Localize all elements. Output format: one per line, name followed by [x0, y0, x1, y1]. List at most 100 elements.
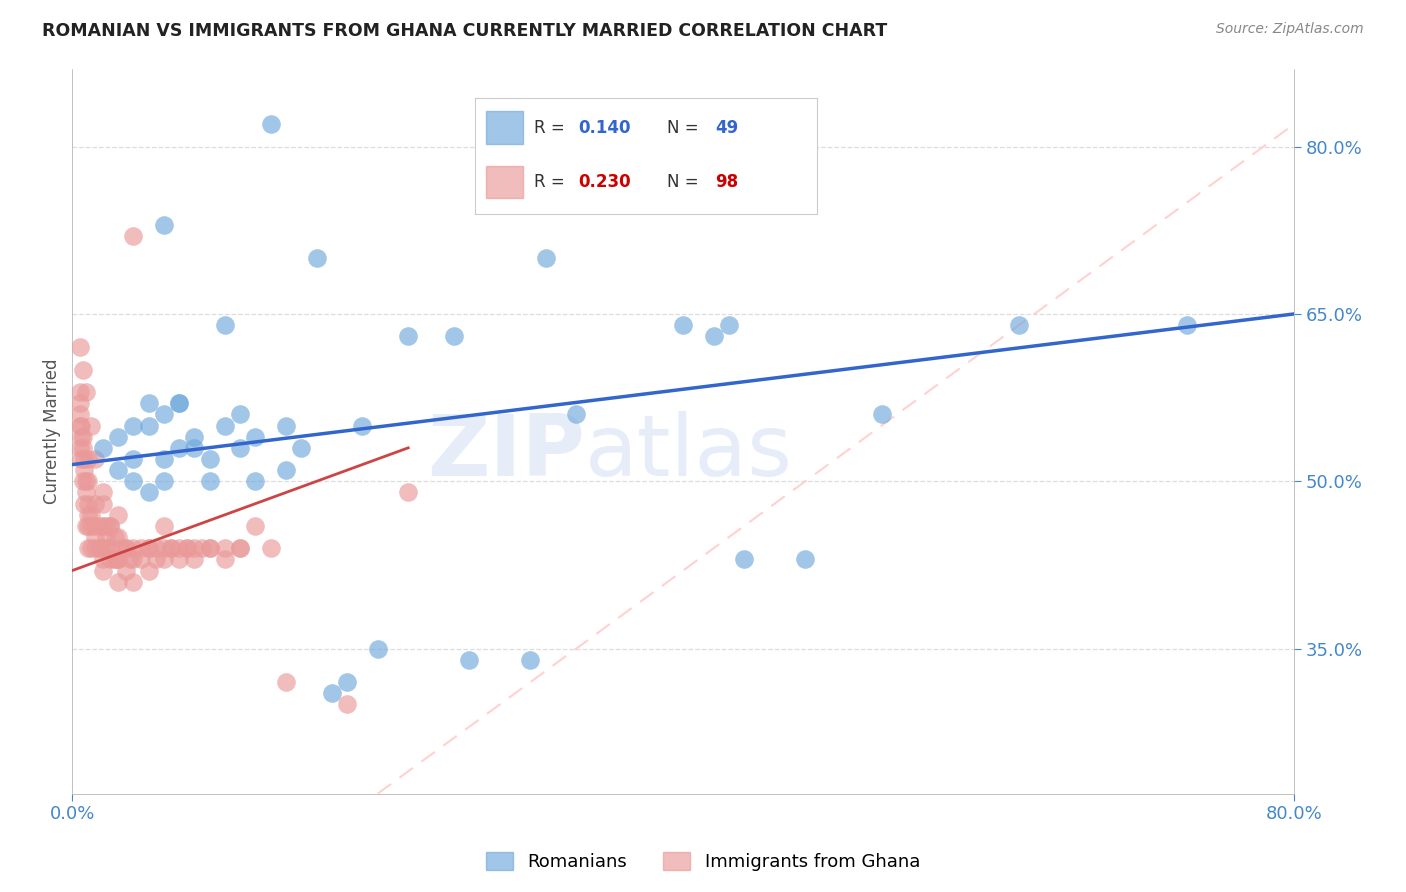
Point: [214, 318, 236, 332]
Point: [733, 552, 755, 566]
Point: [122, 418, 145, 433]
Point: [76, 519, 98, 533]
Point: [107, 508, 129, 522]
Point: [122, 452, 145, 467]
Point: [75, 385, 97, 400]
Point: [122, 475, 145, 489]
Point: [91, 441, 114, 455]
Point: [717, 318, 740, 332]
Point: [100, 541, 122, 556]
Point: [70, 418, 93, 433]
Point: [183, 541, 205, 556]
Point: [260, 117, 283, 131]
Point: [122, 552, 145, 566]
Point: [176, 541, 198, 556]
Point: [79, 508, 101, 522]
Point: [245, 475, 267, 489]
Point: [160, 541, 183, 556]
Point: [274, 463, 297, 477]
Point: [84, 541, 107, 556]
Point: [73, 452, 96, 467]
Point: [167, 396, 190, 410]
Point: [79, 519, 101, 533]
Text: Source: ZipAtlas.com: Source: ZipAtlas.com: [1216, 22, 1364, 37]
Point: [352, 418, 374, 433]
Point: [76, 497, 98, 511]
Point: [110, 541, 132, 556]
Point: [458, 653, 481, 667]
Point: [79, 418, 101, 433]
Point: [89, 519, 111, 533]
Point: [396, 329, 419, 343]
Point: [145, 552, 167, 566]
Point: [69, 418, 91, 433]
Point: [75, 485, 97, 500]
Point: [69, 385, 91, 400]
Point: [72, 363, 94, 377]
Point: [84, 519, 107, 533]
Point: [76, 541, 98, 556]
Point: [70, 452, 93, 467]
Point: [153, 519, 176, 533]
Point: [100, 519, 122, 533]
Point: [72, 430, 94, 444]
Point: [183, 441, 205, 455]
Point: [69, 441, 91, 455]
Point: [122, 228, 145, 243]
Point: [75, 475, 97, 489]
Point: [89, 541, 111, 556]
Point: [672, 318, 695, 332]
Point: [91, 541, 114, 556]
Point: [84, 452, 107, 467]
Point: [72, 441, 94, 455]
Point: [94, 541, 117, 556]
Point: [153, 452, 176, 467]
Point: [1008, 318, 1031, 332]
Point: [229, 541, 252, 556]
Legend: Romanians, Immigrants from Ghana: Romanians, Immigrants from Ghana: [478, 845, 928, 879]
Text: ROMANIAN VS IMMIGRANTS FROM GHANA CURRENTLY MARRIED CORRELATION CHART: ROMANIAN VS IMMIGRANTS FROM GHANA CURREN…: [42, 22, 887, 40]
Point: [114, 541, 136, 556]
Point: [336, 675, 359, 690]
Point: [69, 408, 91, 422]
Point: [73, 463, 96, 477]
Y-axis label: Currently Married: Currently Married: [44, 359, 60, 504]
Point: [91, 497, 114, 511]
Point: [91, 519, 114, 533]
Point: [396, 485, 419, 500]
Point: [107, 530, 129, 544]
Point: [534, 251, 557, 265]
Point: [107, 552, 129, 566]
Point: [153, 408, 176, 422]
Point: [245, 519, 267, 533]
Point: [138, 485, 160, 500]
Point: [75, 519, 97, 533]
Point: [191, 541, 214, 556]
Point: [198, 452, 221, 467]
Point: [176, 541, 198, 556]
Point: [138, 418, 160, 433]
Point: [274, 418, 297, 433]
Point: [167, 552, 190, 566]
Point: [305, 251, 328, 265]
Point: [91, 564, 114, 578]
Point: [79, 541, 101, 556]
Point: [138, 541, 160, 556]
Point: [84, 497, 107, 511]
Point: [100, 552, 122, 566]
Point: [104, 552, 127, 566]
Point: [167, 441, 190, 455]
Text: ZIP: ZIP: [427, 411, 585, 494]
Point: [183, 430, 205, 444]
Point: [1175, 318, 1198, 332]
Point: [76, 452, 98, 467]
Point: [167, 396, 190, 410]
Point: [198, 541, 221, 556]
Point: [89, 541, 111, 556]
Point: [260, 541, 283, 556]
Point: [69, 340, 91, 354]
Point: [167, 541, 190, 556]
Point: [107, 430, 129, 444]
Point: [703, 329, 725, 343]
Point: [120, 552, 142, 566]
